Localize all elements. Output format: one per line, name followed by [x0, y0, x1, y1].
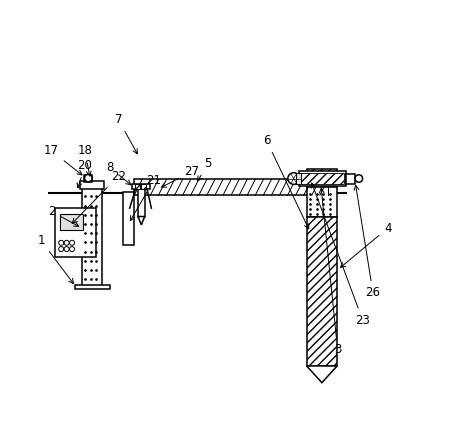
Bar	[346, 173, 355, 184]
Bar	[307, 187, 337, 217]
Text: 18: 18	[77, 145, 93, 176]
Circle shape	[64, 247, 69, 252]
Text: 5: 5	[197, 157, 212, 181]
Bar	[55, 208, 96, 258]
Text: 17: 17	[44, 145, 82, 175]
Polygon shape	[307, 366, 337, 383]
Polygon shape	[138, 217, 145, 225]
Text: 26: 26	[354, 185, 381, 299]
Text: 20: 20	[77, 159, 93, 188]
Bar	[307, 217, 337, 366]
Text: 1: 1	[38, 234, 73, 283]
Circle shape	[355, 175, 363, 182]
Text: 23: 23	[311, 183, 370, 327]
Text: 3: 3	[319, 188, 341, 356]
Bar	[142, 184, 147, 189]
Text: 21: 21	[131, 174, 161, 221]
Circle shape	[59, 240, 64, 245]
Text: 22: 22	[72, 170, 126, 223]
Text: 7: 7	[114, 113, 137, 154]
Circle shape	[85, 174, 92, 182]
Bar	[123, 192, 134, 245]
Circle shape	[59, 247, 64, 252]
Bar	[60, 214, 83, 230]
Text: 27: 27	[162, 165, 199, 187]
Circle shape	[64, 240, 69, 245]
Bar	[76, 285, 109, 289]
Circle shape	[288, 173, 300, 184]
Bar	[307, 168, 337, 187]
Bar	[84, 175, 93, 182]
Text: 4: 4	[340, 222, 392, 267]
Text: 8: 8	[106, 161, 131, 185]
Bar	[301, 173, 344, 184]
Bar	[134, 179, 328, 195]
Bar	[296, 173, 301, 184]
Bar	[135, 184, 140, 189]
Bar	[80, 181, 104, 189]
Bar	[299, 171, 346, 186]
Circle shape	[70, 247, 75, 252]
Bar	[132, 184, 150, 190]
Circle shape	[70, 240, 75, 245]
Text: 6: 6	[263, 134, 309, 229]
Bar	[138, 190, 145, 217]
Bar	[82, 187, 102, 287]
Text: 2: 2	[48, 205, 79, 226]
